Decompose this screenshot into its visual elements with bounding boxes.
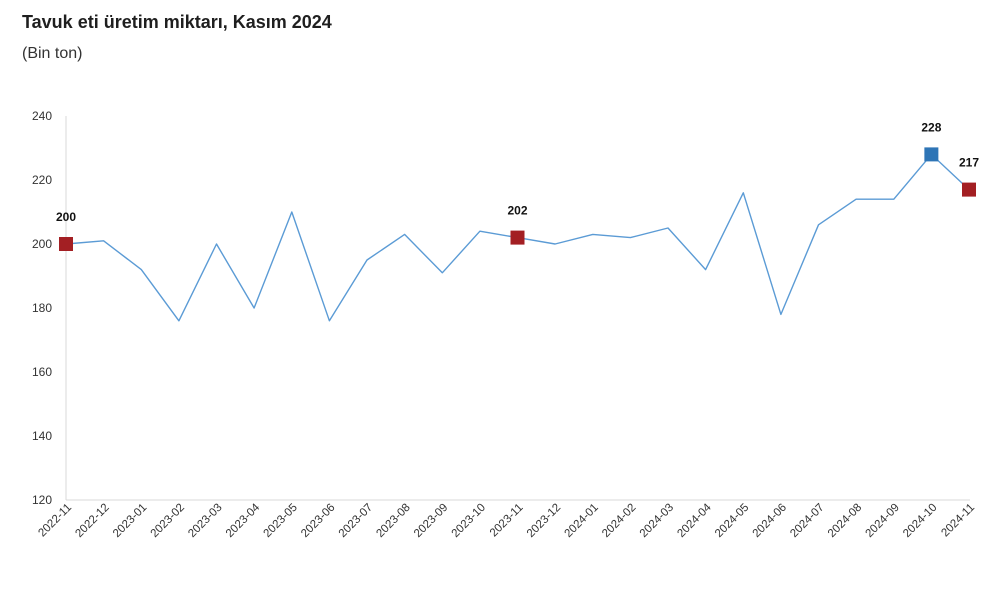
- highlight-marker: [510, 230, 525, 245]
- y-axis: 120 140 160 180 200 220 240: [32, 109, 67, 507]
- x-tick-label: 2023-05: [262, 502, 300, 540]
- x-tick-label: 2023-02: [149, 502, 187, 540]
- x-tick-label: 2024-11: [939, 502, 977, 540]
- x-tick-label: 2022-11: [36, 502, 74, 540]
- highlight-marker: [924, 147, 939, 162]
- x-tick-label: 2023-08: [374, 502, 412, 540]
- x-tick-label: 2024-08: [826, 502, 864, 540]
- x-tick-label: 2023-12: [525, 502, 563, 540]
- y-tick-label: 160: [32, 365, 52, 379]
- chart-subtitle: (Bin ton): [22, 45, 83, 62]
- x-axis: 2022-11 2022-12 2023-01 2023-02 2023-03 2023-…: [36, 499, 977, 540]
- x-tick-label: 2024-10: [901, 502, 939, 540]
- x-tick-label: 2023-07: [337, 502, 375, 540]
- data-label: 202: [507, 204, 527, 218]
- x-tick-label: 2022-12: [73, 502, 111, 540]
- data-label: 228: [921, 120, 941, 134]
- y-tick-label: 180: [32, 301, 52, 315]
- highlight-marker: [59, 237, 73, 251]
- x-tick-label: 2024-04: [675, 501, 714, 540]
- x-tick-label: 2024-01: [563, 502, 601, 540]
- x-tick-label: 2023-11: [488, 502, 526, 540]
- x-tick-label: 2023-06: [299, 502, 337, 540]
- x-tick-label: 2023-03: [186, 502, 224, 540]
- x-tick-label: 2024-03: [638, 502, 676, 540]
- x-tick-label: 2024-06: [751, 502, 789, 540]
- x-tick-label: 2024-07: [788, 502, 826, 540]
- x-tick-label: 2023-09: [412, 502, 450, 540]
- highlight-marker: [962, 182, 976, 197]
- y-tick-label: 240: [32, 109, 52, 123]
- y-tick-label: 200: [32, 237, 52, 251]
- y-tick-label: 140: [32, 429, 52, 443]
- data-label: 217: [959, 156, 979, 170]
- chart-title: Tavuk eti üretim miktarı, Kasım 2024: [22, 12, 332, 32]
- y-tick-label: 120: [32, 493, 52, 507]
- y-tick-label: 220: [32, 173, 52, 187]
- x-tick-label: 2023-04: [224, 501, 263, 540]
- x-tick-label: 2024-05: [713, 502, 751, 540]
- highlight-markers: 200 202 228 217: [56, 120, 979, 251]
- x-tick-label: 2023-01: [111, 502, 149, 540]
- x-tick-label: 2023-10: [450, 502, 488, 540]
- x-tick-label: 2024-02: [600, 502, 638, 540]
- data-label: 200: [56, 210, 76, 224]
- x-tick-label: 2024-09: [864, 502, 902, 540]
